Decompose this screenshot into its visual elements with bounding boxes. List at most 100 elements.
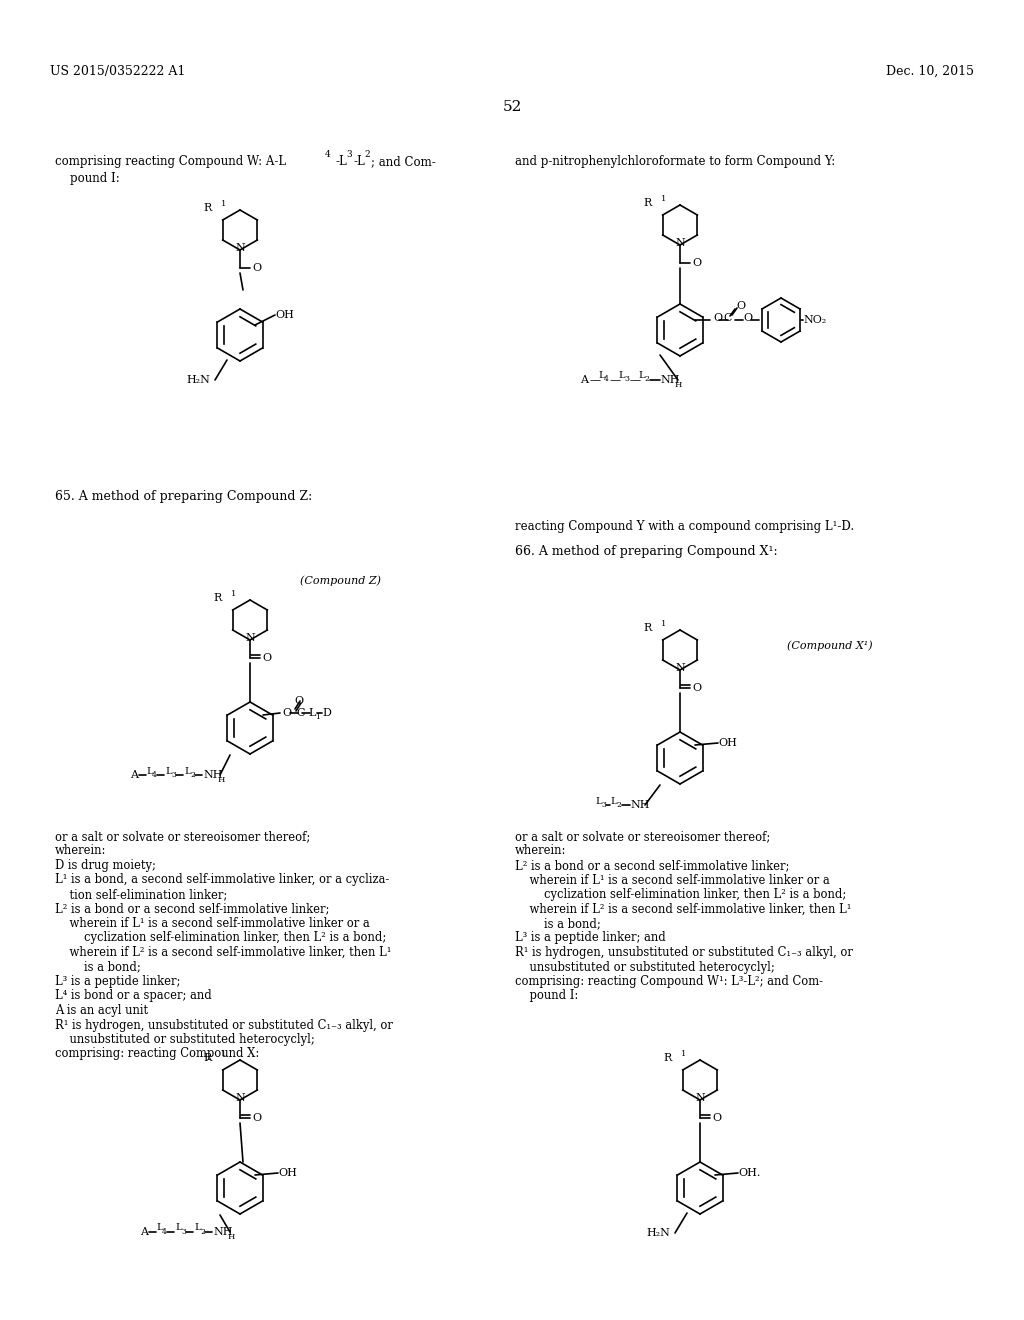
Text: comprising reacting Compound W: A-L: comprising reacting Compound W: A-L <box>55 154 286 168</box>
Text: 3: 3 <box>346 150 351 158</box>
Text: tion self-elimination linker;: tion self-elimination linker; <box>55 888 227 902</box>
Text: or a salt or solvate or stereoisomer thereof;: or a salt or solvate or stereoisomer the… <box>55 830 310 843</box>
Text: O: O <box>262 653 271 663</box>
Text: wherein if L¹ is a second self-immolative linker or a: wherein if L¹ is a second self-immolativ… <box>515 874 829 887</box>
Text: 4: 4 <box>152 771 157 779</box>
Text: 1: 1 <box>681 1049 686 1059</box>
Text: wherein:: wherein: <box>515 845 566 858</box>
Text: US 2015/0352222 A1: US 2015/0352222 A1 <box>50 65 185 78</box>
Text: L: L <box>610 796 616 805</box>
Text: —: — <box>590 375 601 385</box>
Text: L: L <box>595 796 602 805</box>
Text: L⁴ is bond or a spacer; and: L⁴ is bond or a spacer; and <box>55 990 212 1002</box>
Text: 1: 1 <box>221 201 226 209</box>
Text: 3: 3 <box>624 375 629 383</box>
Text: or a salt or solvate or stereoisomer thereof;: or a salt or solvate or stereoisomer the… <box>515 830 770 843</box>
Text: comprising: reacting Compound X:: comprising: reacting Compound X: <box>55 1048 259 1060</box>
Text: pound I:: pound I: <box>515 990 579 1002</box>
Text: 1: 1 <box>662 620 667 628</box>
Text: 3: 3 <box>181 1228 186 1236</box>
Text: 4: 4 <box>162 1228 167 1236</box>
Text: R: R <box>204 1053 212 1063</box>
Text: reacting Compound Y with a compound comprising L¹-D.: reacting Compound Y with a compound comp… <box>515 520 854 533</box>
Text: O: O <box>713 313 722 323</box>
Text: 2: 2 <box>200 1228 205 1236</box>
Text: OH: OH <box>718 738 737 748</box>
Text: 1: 1 <box>231 590 237 598</box>
Text: L: L <box>146 767 153 776</box>
Text: 1: 1 <box>221 1049 226 1059</box>
Text: —: — <box>610 375 622 385</box>
Text: R: R <box>204 203 212 213</box>
Text: Dec. 10, 2015: Dec. 10, 2015 <box>886 65 974 78</box>
Text: L² is a bond or a second self-immolative linker;: L² is a bond or a second self-immolative… <box>55 903 330 916</box>
Text: R: R <box>644 198 652 209</box>
Text: 3: 3 <box>171 771 176 779</box>
Text: and p-nitrophenylchloroformate to form Compound Y:: and p-nitrophenylchloroformate to form C… <box>515 154 836 168</box>
Text: A: A <box>580 375 588 385</box>
Text: 2: 2 <box>364 150 370 158</box>
Text: C: C <box>296 708 304 718</box>
Text: 52: 52 <box>503 100 521 114</box>
Text: 2: 2 <box>190 771 195 779</box>
Text: L: L <box>156 1224 163 1233</box>
Text: OH.: OH. <box>738 1168 761 1177</box>
Text: R: R <box>664 1053 672 1063</box>
Text: L: L <box>194 1224 201 1233</box>
Text: -L: -L <box>335 154 347 168</box>
Text: N: N <box>236 243 245 253</box>
Text: 65. A method of preparing Compound Z:: 65. A method of preparing Compound Z: <box>55 490 312 503</box>
Text: C: C <box>724 313 732 323</box>
Text: L³ is a peptide linker;: L³ is a peptide linker; <box>55 975 180 987</box>
Text: comprising: reacting Compound W¹: L³-L²; and Com-: comprising: reacting Compound W¹: L³-L²;… <box>515 975 823 987</box>
Text: H₂N: H₂N <box>646 1228 670 1238</box>
Text: H: H <box>228 1233 236 1241</box>
Text: L: L <box>618 371 625 380</box>
Text: NH: NH <box>203 770 222 780</box>
Text: O: O <box>712 1113 721 1123</box>
Text: 2: 2 <box>644 375 649 383</box>
Text: O: O <box>294 696 303 706</box>
Text: O: O <box>252 263 261 273</box>
Text: 66. A method of preparing Compound X¹:: 66. A method of preparing Compound X¹: <box>515 545 777 558</box>
Text: O: O <box>692 682 701 693</box>
Text: NH: NH <box>630 800 649 810</box>
Text: 3: 3 <box>601 801 606 809</box>
Text: OH: OH <box>275 310 294 319</box>
Text: D is drug moiety;: D is drug moiety; <box>55 859 156 873</box>
Text: is a bond;: is a bond; <box>55 961 140 974</box>
Text: O: O <box>252 1113 261 1123</box>
Text: A: A <box>140 1228 148 1237</box>
Text: OH: OH <box>278 1168 297 1177</box>
Text: R¹ is hydrogen, unsubstituted or substituted C₁₋₃ alkyl, or: R¹ is hydrogen, unsubstituted or substit… <box>515 946 853 960</box>
Text: cyclization self-elimination linker, then L² is a bond;: cyclization self-elimination linker, the… <box>55 932 386 945</box>
Text: wherein:: wherein: <box>55 845 106 858</box>
Text: —: — <box>630 375 641 385</box>
Text: H₂N: H₂N <box>186 375 210 385</box>
Text: 1: 1 <box>662 195 667 203</box>
Text: NH: NH <box>660 375 680 385</box>
Text: L: L <box>184 767 190 776</box>
Text: N: N <box>675 663 685 673</box>
Text: L: L <box>638 371 645 380</box>
Text: is a bond;: is a bond; <box>515 917 601 931</box>
Text: (Compound X¹): (Compound X¹) <box>787 640 872 651</box>
Text: L: L <box>598 371 604 380</box>
Text: unsubstituted or substituted heterocyclyl;: unsubstituted or substituted heterocycly… <box>515 961 775 974</box>
Text: unsubstituted or substituted heterocyclyl;: unsubstituted or substituted heterocycly… <box>55 1034 314 1045</box>
Text: 1: 1 <box>315 713 319 721</box>
Text: R¹ is hydrogen, unsubstituted or substituted C₁₋₃ alkyl, or: R¹ is hydrogen, unsubstituted or substit… <box>55 1019 393 1031</box>
Text: -L: -L <box>353 154 365 168</box>
Text: O: O <box>282 708 291 718</box>
Text: L: L <box>165 767 172 776</box>
Text: N: N <box>236 1093 245 1104</box>
Text: NO₂: NO₂ <box>803 315 826 325</box>
Text: O: O <box>692 257 701 268</box>
Text: O: O <box>736 301 745 312</box>
Text: 4: 4 <box>325 150 331 158</box>
Text: 2: 2 <box>616 801 621 809</box>
Text: H: H <box>675 381 682 389</box>
Text: L¹ is a bond, a second self-immolative linker, or a cycliza-: L¹ is a bond, a second self-immolative l… <box>55 874 389 887</box>
Text: A is an acyl unit: A is an acyl unit <box>55 1005 148 1016</box>
Text: N: N <box>695 1093 705 1104</box>
